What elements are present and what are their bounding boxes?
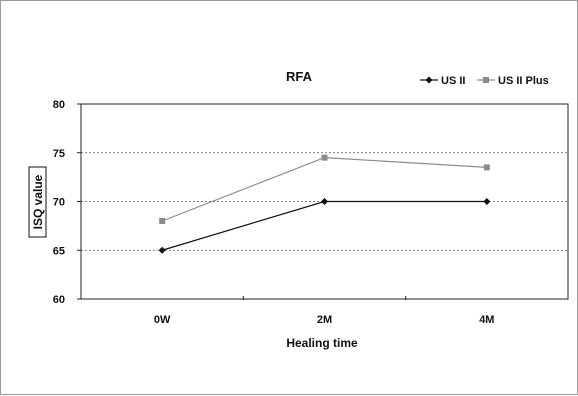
data-point [159,218,166,224]
legend-label-us2: US II [441,75,465,87]
y-axis-ticks: 60 65 70 75 80 [53,99,81,306]
data-point [483,164,490,171]
data-point [483,198,491,205]
legend-marker-us2-plus [483,77,489,83]
y-tick-label: 60 [53,294,65,306]
series-line-1 [161,200,487,251]
y-axis-title-frame [28,166,47,238]
data-point [158,246,166,254]
x-axis-title: Healing time [286,336,358,350]
y-tick-label: 75 [53,148,65,160]
data-point [321,154,328,161]
series-line-2 [161,157,487,222]
legend: US II US II Plus [420,75,549,87]
x-tick-label: 4M [479,314,494,326]
y-axis-title-box: ISQ value [28,166,47,238]
x-tick-label: 0W [154,314,171,326]
chart-title: RFA [286,69,313,84]
x-tick-label: 2M [317,314,332,326]
y-axis-title: ISQ value [31,174,45,229]
series-layer [158,154,491,254]
legend-marker-us2 [425,76,433,84]
data-point [321,198,328,205]
y-tick-label: 70 [53,197,65,209]
y-tick-label: 80 [53,99,65,111]
x-axis-ticks: 0W 2M 4M [154,296,494,326]
y-tick-label: 65 [53,245,65,257]
legend-label-us2-plus: US II Plus [498,75,549,87]
